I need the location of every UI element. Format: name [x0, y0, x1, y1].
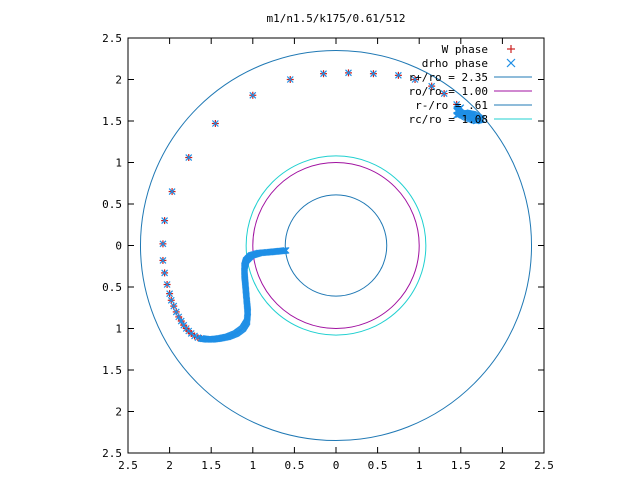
marker-stroke: [282, 247, 290, 254]
y-tick-label: 1.5: [102, 115, 122, 128]
x-tick-label: 2.5: [534, 459, 554, 472]
y-tick-label: 1: [115, 157, 122, 170]
marker-stroke: [163, 281, 171, 288]
marker-stroke: [286, 76, 294, 83]
marker-stroke: [281, 247, 289, 255]
y-tick-label: 2.5: [102, 32, 122, 45]
x-tick-label: 0: [333, 459, 340, 472]
drho-phase-point: [159, 257, 167, 264]
marker-stroke: [191, 332, 198, 340]
reference-circle: [245, 155, 427, 336]
drho-phase-point: [249, 91, 257, 99]
x-tick-label: 0.5: [368, 459, 388, 472]
marker-stroke: [172, 308, 180, 316]
reference-circles: [139, 49, 533, 442]
marker-stroke: [249, 91, 257, 99]
marker-stroke: [345, 69, 352, 77]
drho-phase-point: [170, 302, 178, 310]
drho-phase-point: [167, 296, 175, 304]
x-tick-label: 1: [249, 459, 256, 472]
x-tick-label: 2: [499, 459, 506, 472]
drho-phase-point: [175, 313, 183, 321]
marker-stroke: [161, 217, 169, 225]
marker-stroke: [394, 71, 402, 79]
marker-stroke: [167, 296, 175, 304]
x-tick-label: 1.5: [201, 459, 221, 472]
drho-phase-point: [161, 217, 169, 225]
legend-label: r+/ro = 2.35: [409, 71, 488, 84]
legend-label: drho phase: [422, 57, 488, 70]
x-tick-label: 2: [166, 459, 173, 472]
drho-phase-point: [211, 120, 219, 127]
reference-circle: [139, 49, 533, 442]
x-tick-label: 0.5: [284, 459, 304, 472]
drho-phase-point: [320, 70, 327, 78]
drho-phase-point: [457, 104, 465, 112]
drho-phase-point: [177, 317, 185, 325]
drho-phase-point: [345, 69, 352, 77]
marker-stroke: [159, 257, 167, 264]
drho-phase-point: [286, 76, 294, 83]
drho-phase-point: [280, 247, 288, 255]
x-tick-label: 1.5: [451, 459, 471, 472]
marker-stroke: [175, 313, 183, 321]
marker-stroke: [177, 317, 185, 325]
marker-stroke: [428, 82, 436, 90]
drho-phase-point: [166, 290, 174, 298]
chart-title: m1/n1.5/k175/0.61/512: [266, 12, 405, 25]
axis-ticks: 2.5 2 1.5 1 0.5 0 0.5 1 1.5 2 2.52.521.510.500.511…: [102, 32, 554, 472]
legend-label: r-/ro = .61: [415, 99, 488, 112]
legend-label: rc/ro = 1.08: [409, 113, 488, 126]
drho-phase-point: [428, 82, 436, 90]
y-tick-label: 2.5: [102, 447, 122, 460]
drho-phase-point: [161, 269, 169, 277]
marker-stroke: [166, 290, 174, 298]
drho-phase-point: [172, 308, 180, 316]
drho-phase-point: [282, 247, 290, 254]
marker-stroke: [161, 269, 169, 277]
drho-phase-point: [440, 90, 448, 98]
y-tick-label: 1.5: [102, 364, 122, 377]
drho-phase-point: [185, 154, 193, 161]
marker-stroke: [453, 100, 461, 108]
y-tick-label: 0.5: [102, 281, 122, 294]
drho-phase-point: [191, 332, 198, 340]
drho-phase-point: [411, 76, 419, 83]
marker-stroke: [159, 240, 167, 248]
marker-stroke: [170, 302, 178, 310]
drho-phase-point: [394, 71, 402, 79]
marker-stroke: [457, 104, 465, 112]
y-tick-label: 0.5: [102, 198, 122, 211]
x-tick-label: 1: [416, 459, 423, 472]
marker-stroke: [211, 120, 219, 127]
drho-phase-point: [370, 70, 377, 78]
x-tick-label: 2.5: [118, 459, 138, 472]
y-tick-label: 1: [115, 323, 122, 336]
drho-phase-point: [281, 247, 289, 255]
y-tick-label: 2: [115, 406, 122, 419]
legend-label: W phase: [442, 43, 488, 56]
marker-stroke: [440, 90, 448, 98]
reference-circle: [284, 194, 388, 297]
drho-phase-point: [159, 240, 167, 248]
reference-circle: [252, 162, 420, 329]
y-tick-label: 0: [115, 240, 122, 253]
drho-phase-point: [168, 188, 176, 195]
marker-stroke: [411, 76, 419, 83]
marker-stroke: [370, 70, 377, 78]
marker-stroke: [168, 188, 176, 195]
marker-stroke: [320, 70, 327, 78]
data-series: [159, 69, 486, 343]
legend-label: ro/ro = 1.00: [409, 85, 488, 98]
y-tick-label: 2: [115, 74, 122, 87]
marker-stroke: [185, 154, 193, 161]
drho-phase-point: [163, 281, 171, 288]
legend-swatch: [506, 58, 516, 68]
marker-stroke: [280, 247, 288, 255]
